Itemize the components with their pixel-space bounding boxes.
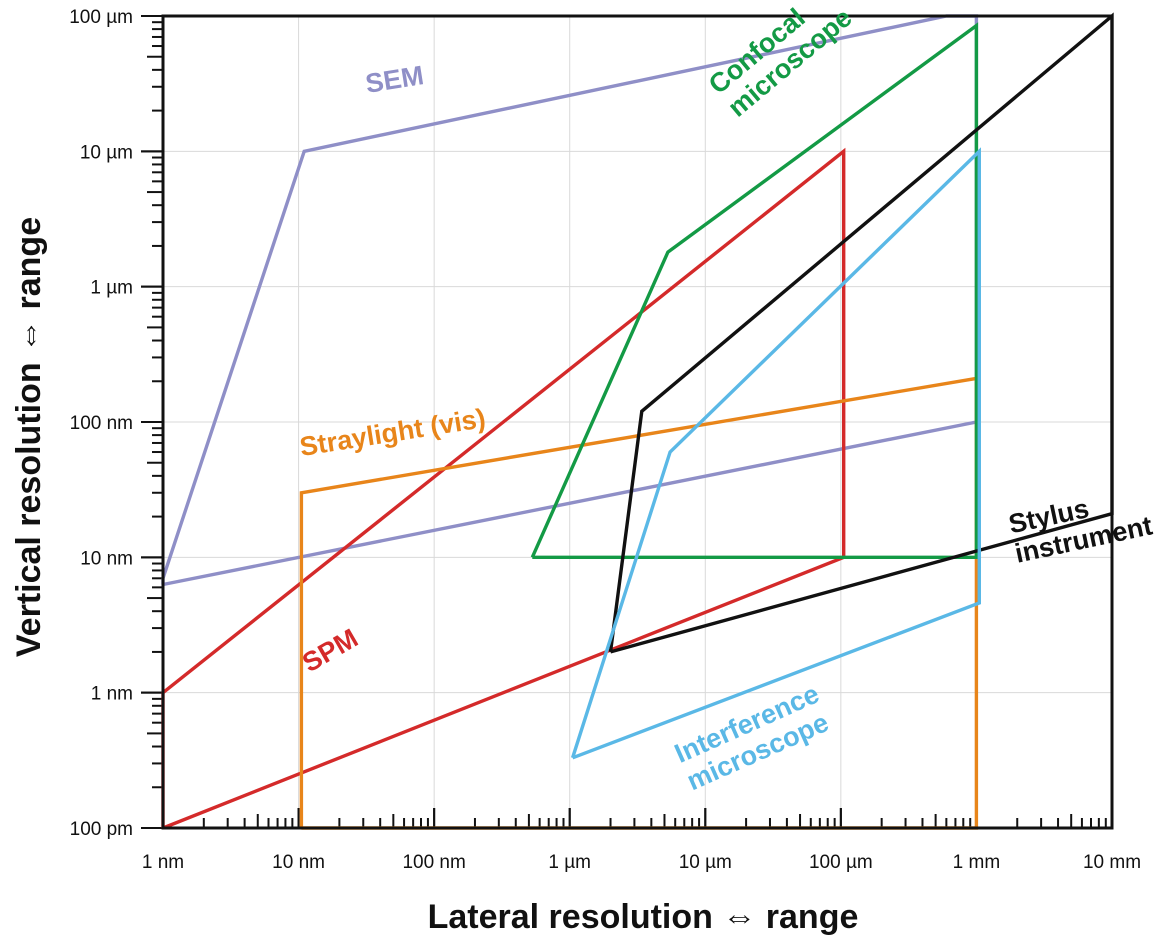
- series-label-group-stylus-instrument: Stylusinstrument: [1006, 481, 1155, 569]
- x-tick-label: 100 µm: [809, 852, 873, 873]
- x-tick-label: 100 nm: [402, 852, 465, 873]
- series-label-group-straylight-vis: Straylight (vis): [298, 403, 488, 462]
- y-tick-labels: 100 pm 1 nm 10 nm 100 nm 1 µm 10 µm 100 µm: [69, 7, 133, 840]
- series-label-group-spm: SPM: [297, 623, 363, 678]
- series-label-spm: SPM: [297, 623, 363, 678]
- series-line-interference-microscope: [570, 147, 981, 760]
- series-label-confocal-microscope: Confocalmicroscope: [703, 0, 858, 123]
- series-label-group-confocal-microscope: Confocalmicroscope: [703, 0, 858, 123]
- grid-lines: [162, 15, 1113, 829]
- x-tick-label: 10 µm: [679, 852, 732, 873]
- series-line-confocal-microscope: [530, 22, 979, 559]
- series-label-sem: SEM: [363, 60, 425, 99]
- x-tick-labels: 1 nm 10 nm 100 nm 1 µm 10 µm 100 µm 1 mm 10 mm: [142, 852, 1141, 873]
- x-axis-title: Lateral resolution ⇔ range: [428, 898, 859, 936]
- series-label-interference-microscope: Interferencemicroscope: [670, 679, 836, 797]
- y-axis-title: Vertical resolution ⇔ range: [10, 217, 48, 657]
- series-label-line: SEM: [363, 60, 425, 99]
- y-tick-label: 100 µm: [69, 7, 133, 28]
- x-tick-label: 1 nm: [142, 852, 184, 873]
- series-label-group-sem: SEM: [363, 60, 425, 99]
- series-label-line: Straylight (vis): [298, 403, 488, 462]
- x-tick-label: 1 mm: [953, 852, 1001, 873]
- x-tick-label: 1 µm: [548, 852, 591, 873]
- y-tick-label: 100 pm: [70, 819, 133, 840]
- y-tick-label: 10 nm: [80, 548, 133, 569]
- series-label-group-interference-microscope: Interferencemicroscope: [670, 679, 836, 797]
- series-label-straylight-vis: Straylight (vis): [298, 403, 488, 462]
- x-tick-label: 10 nm: [272, 852, 325, 873]
- plot-frame: [161, 14, 1114, 830]
- x-tick-label: 10 mm: [1083, 852, 1141, 873]
- y-tick-label: 100 nm: [70, 413, 133, 434]
- y-tick-label: 10 µm: [80, 142, 133, 163]
- series-label-stylus-instrument: Stylusinstrument: [1006, 481, 1155, 569]
- y-tick-label: 1 µm: [90, 278, 133, 299]
- series-label-line: SPM: [297, 623, 363, 678]
- y-tick-label: 1 nm: [91, 684, 133, 705]
